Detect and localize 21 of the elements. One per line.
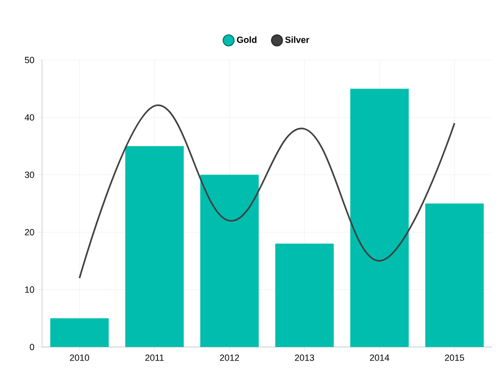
bar	[125, 146, 184, 347]
legend-label: Silver	[285, 36, 310, 43]
bar	[200, 174, 259, 347]
y-tick-label: 40	[24, 114, 34, 121]
y-tick-label: 20	[24, 229, 34, 236]
y-tick-label: 50	[24, 56, 34, 64]
y-tick-label: 30	[24, 172, 34, 178]
x-tick-label: 2012	[220, 354, 240, 361]
y-tick-label: 10	[25, 286, 34, 293]
line-series	[78, 104, 456, 279]
x-tick-label: 2014	[370, 354, 390, 361]
bar	[425, 204, 484, 347]
x-tick-label: 2011	[145, 354, 164, 361]
bar	[275, 244, 334, 347]
legend-label: Gold	[236, 36, 256, 43]
x-tick-label: 2010	[70, 354, 90, 361]
x-tick-label: 2015	[444, 354, 464, 361]
y-tick-label: 0	[30, 344, 34, 350]
x-tick-label: 2013	[294, 354, 314, 361]
bar	[50, 318, 109, 347]
bar	[350, 88, 409, 347]
